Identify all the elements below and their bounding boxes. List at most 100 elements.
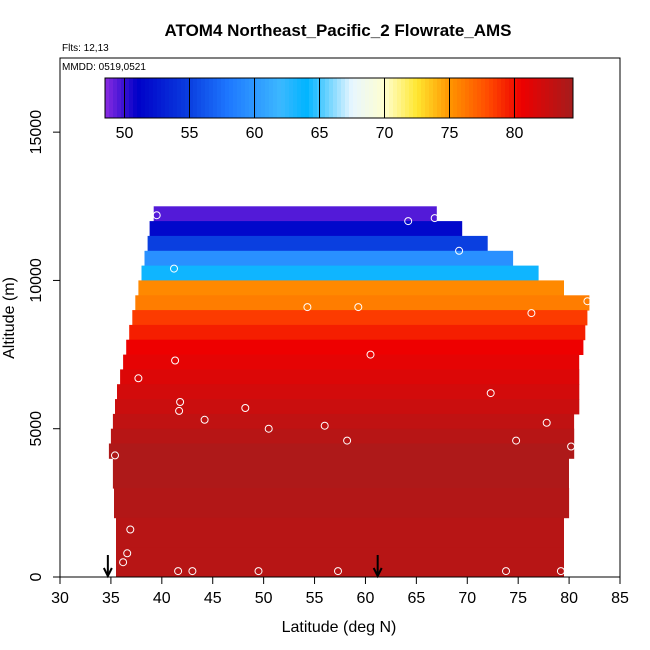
sample-point-3	[455, 246, 464, 255]
colorbar-cell	[337, 78, 342, 118]
colorbar-cell	[461, 78, 466, 118]
x-tick-label: 75	[509, 590, 527, 607]
colorbar-cell	[129, 78, 134, 118]
colorbar-cell	[413, 78, 418, 118]
colorbar-cell	[137, 78, 142, 118]
colorbar-cell	[113, 78, 118, 118]
heatmap-band-18	[114, 488, 570, 519]
colorbar-cell	[349, 78, 354, 118]
sample-point-14	[175, 406, 184, 415]
colorbar-cell	[489, 78, 494, 118]
colorbar-cell	[193, 78, 198, 118]
sample-point-10	[171, 356, 180, 365]
x-tick-label: 45	[204, 590, 222, 607]
colorbar-cell	[293, 78, 298, 118]
colorbar-cell	[385, 78, 390, 118]
colorbar-tick-label: 60	[246, 125, 264, 142]
colorbar-cell	[265, 78, 270, 118]
colorbar-cell	[473, 78, 478, 118]
colorbar-cell	[213, 78, 218, 118]
colorbar-cell	[257, 78, 262, 118]
x-tick-label: 55	[306, 590, 324, 607]
colorbar-cell	[217, 78, 222, 118]
plot-frame	[59, 57, 621, 578]
sample-point-16	[200, 415, 209, 424]
colorbar-cell	[485, 78, 490, 118]
colorbar-cell	[241, 78, 246, 118]
colorbar-cell	[437, 78, 442, 118]
heatmap-band-19	[116, 517, 564, 548]
x-axis-title: Latitude (deg N)	[282, 619, 397, 636]
colorbar-cell	[149, 78, 154, 118]
colorbar-cell	[157, 78, 162, 118]
colorbar-cell	[105, 78, 110, 118]
sample-point-12	[486, 389, 495, 398]
y-axis-title: Altitude (m)	[1, 277, 18, 359]
sample-point-26	[119, 558, 128, 567]
colorbar-cell	[197, 78, 202, 118]
heatmap-band-0	[153, 206, 437, 222]
sample-point-28	[188, 567, 197, 576]
heatmap-band-12	[117, 384, 580, 400]
colorbar-cell	[225, 78, 230, 118]
colorbar-cell	[517, 78, 522, 118]
sample-point-4	[170, 264, 178, 273]
sample-point-29	[254, 567, 263, 576]
colorbar-cell	[289, 78, 294, 118]
heatmap-band-15	[110, 428, 575, 444]
sample-point-19	[343, 436, 352, 445]
colorbar-cell	[521, 78, 526, 118]
colorbar-cell	[205, 78, 210, 118]
colorbar-cell	[393, 78, 398, 118]
sample-point-32	[556, 567, 565, 576]
sample-point-17	[264, 424, 273, 433]
colorbar-cell	[189, 78, 194, 118]
y-tick-label: 0	[28, 572, 45, 581]
colorbar-cell	[281, 78, 286, 118]
colorbar-cell	[373, 78, 378, 118]
colorbar-cell	[249, 78, 254, 118]
colorbar-cell	[245, 78, 250, 118]
colorbar-cell	[133, 78, 138, 118]
heatmap-band-17	[112, 458, 570, 489]
x-tick-label: 40	[153, 590, 171, 607]
heatmap-band-5	[138, 280, 564, 296]
colorbar-cell	[321, 78, 326, 118]
colorbar-cell	[401, 78, 406, 118]
colorbar-cell	[481, 78, 486, 118]
sample-point-2	[430, 214, 439, 223]
colorbar-cell	[309, 78, 314, 118]
colorbar-cell	[357, 78, 362, 118]
colorbar-cell	[537, 78, 542, 118]
colorbar-cell	[457, 78, 462, 118]
colorbar-cell	[333, 78, 338, 118]
sample-point-15	[241, 404, 250, 412]
y-axis: 0 5000 10000 15000	[28, 110, 60, 581]
colorbar-cell	[161, 78, 166, 118]
colorbar-cell	[557, 78, 562, 118]
dates-annotation: MMDD: 0519,0521	[62, 62, 146, 73]
heatmap-bands	[108, 206, 590, 578]
colorbar-cell	[237, 78, 242, 118]
colorbar-cell	[221, 78, 226, 118]
colorbar-cell	[345, 78, 350, 118]
colorbar-cell	[397, 78, 402, 118]
heatmap-band-20	[116, 547, 564, 578]
colorbar-tick-label: 65	[311, 125, 329, 142]
sample-point-13	[176, 398, 185, 406]
sample-point-1	[404, 217, 413, 226]
colorbar-cell	[405, 78, 410, 118]
x-axis: 30 35 40 45 50 55 60 65 70 75 80 85	[51, 577, 629, 607]
colorbar-cell	[541, 78, 546, 118]
heatmap-band-10	[123, 354, 580, 370]
chart-title: ATOM4 Northeast_Pacific_2 Flowrate_AMS	[164, 21, 511, 40]
colorbar-cell	[341, 78, 346, 118]
colorbar-tick-label: 75	[441, 125, 459, 142]
colorbar-cell	[417, 78, 422, 118]
sample-point-27	[174, 567, 183, 576]
colorbar-cell	[409, 78, 414, 118]
sample-point-18	[320, 421, 329, 430]
colorbar-tick-label: 70	[376, 125, 394, 142]
colorbar-cell	[545, 78, 550, 118]
